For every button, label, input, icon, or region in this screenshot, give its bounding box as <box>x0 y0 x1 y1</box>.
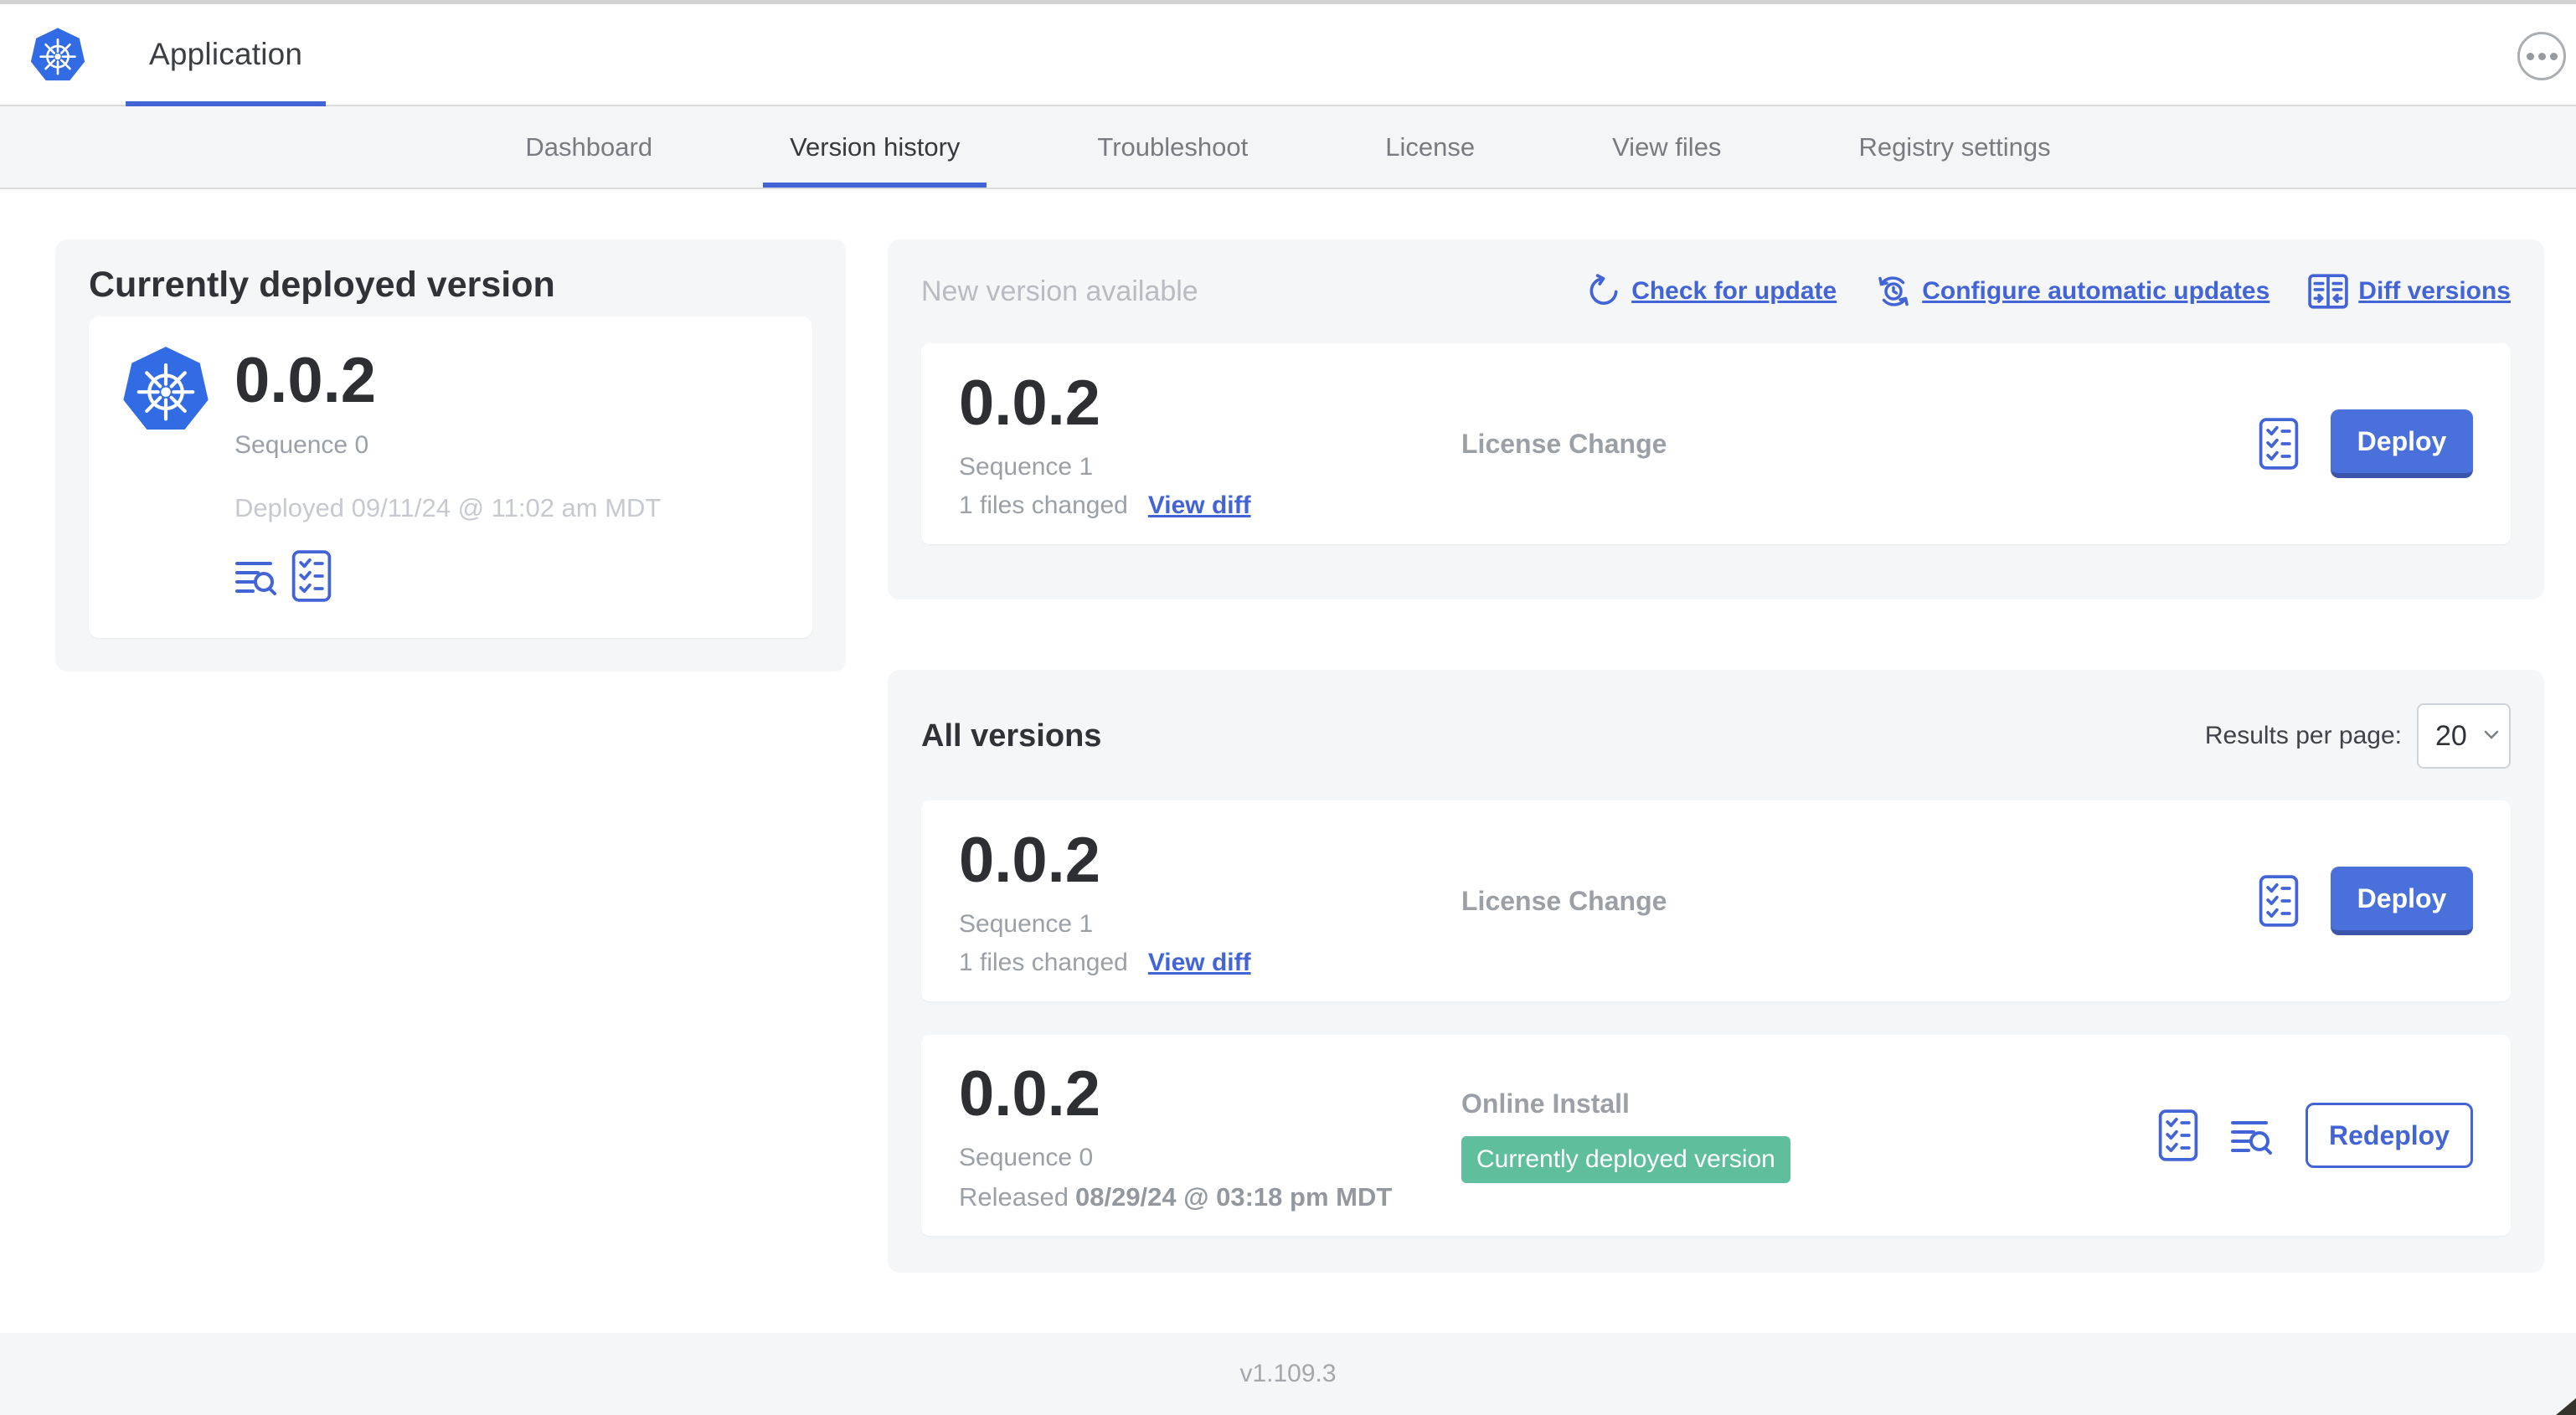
kubernetes-logo-icon <box>123 347 209 430</box>
preflight-checks-button[interactable] <box>2259 418 2299 470</box>
version-source: License Change <box>1461 428 1667 459</box>
version-source: License Change <box>1461 885 1667 916</box>
deployed-sequence: Sequence 0 <box>234 431 369 460</box>
app-tab[interactable]: Application <box>126 4 327 106</box>
currently-deployed-panel: Currently deployed version 0.0.2 Sequen <box>55 239 846 671</box>
screen-corner-artifact <box>2556 1398 2576 1415</box>
new-version-card: 0.0.2 Sequence 1 1 files changed View di… <box>921 343 2511 544</box>
logs-icon <box>235 562 276 596</box>
app-tab-active-underline <box>126 101 327 106</box>
version-sequence: Sequence 1 <box>959 452 1094 481</box>
currently-deployed-badge: Currently deployed version <box>1461 1135 1790 1183</box>
all-versions-panel: All versions Results per page: 20 <box>888 670 2544 1273</box>
currently-deployed-title: Currently deployed version <box>89 265 555 305</box>
overflow-menu-button[interactable] <box>2517 32 2566 80</box>
footer: v1.109.3 <box>0 1333 2576 1415</box>
check-for-update-link[interactable]: Check for update <box>1586 274 1837 309</box>
new-version-panel: New version available Check for update <box>888 239 2544 599</box>
preflight-checks-button[interactable] <box>291 550 332 602</box>
version-number: 0.0.2 <box>959 1058 1101 1130</box>
results-per-page-label: Results per page: <box>2204 722 2402 749</box>
version-actions: Check for update Configure automatic upd… <box>1586 273 2511 310</box>
tab-troubleshoot[interactable]: Troubleshoot <box>1097 131 1249 162</box>
version-number: 0.0.2 <box>959 368 1101 440</box>
version-row: 0.0.2 Sequence 0 Released 08/29/24 @ 03:1… <box>921 1035 2511 1236</box>
console-version: v1.109.3 <box>1239 1360 1337 1387</box>
released-timestamp: Released 08/29/24 @ 03:18 pm MDT <box>959 1181 1393 1212</box>
configure-automatic-updates-link[interactable]: Configure automatic updates <box>1875 273 2269 310</box>
app-title: Application <box>149 37 303 71</box>
files-changed-text: 1 files changed <box>959 948 1128 976</box>
currently-deployed-card: 0.0.2 Sequence 0 Deployed 09/11/24 @ 11:… <box>89 316 812 638</box>
tab-license[interactable]: License <box>1385 131 1476 162</box>
top-strip <box>0 0 2576 4</box>
clock-refresh-icon <box>1878 276 1909 306</box>
version-number: 0.0.2 <box>959 825 1101 897</box>
redeploy-button[interactable]: Redeploy <box>2306 1103 2473 1168</box>
files-changed-text: 1 files changed <box>959 491 1128 519</box>
tab-view-files[interactable]: View files <box>1612 131 1722 162</box>
deploy-button[interactable]: Deploy <box>2331 409 2473 478</box>
checklist-icon <box>2259 418 2299 470</box>
currently-deployed-details: 0.0.2 Sequence 0 Deployed 09/11/24 @ 11:… <box>234 345 661 610</box>
preflight-checks-button[interactable] <box>2158 1109 2198 1161</box>
checklist-icon <box>2259 875 2299 927</box>
diff-versions-link[interactable]: Diff versions <box>2308 274 2511 309</box>
view-logs-button[interactable] <box>2230 1116 2274 1155</box>
checklist-icon <box>2158 1109 2198 1161</box>
view-logs-button[interactable] <box>234 557 278 596</box>
diff-icon <box>2308 274 2349 309</box>
tab-dashboard[interactable]: Dashboard <box>525 131 653 162</box>
version-sequence: Sequence 0 <box>959 1143 1094 1171</box>
refresh-icon <box>1589 274 1618 305</box>
view-diff-link[interactable]: View diff <box>1147 948 1251 976</box>
ellipsis-icon <box>2526 52 2534 60</box>
version-source: Online Install <box>1461 1088 1630 1119</box>
logs-icon <box>2231 1121 2272 1155</box>
kubernetes-logo-icon <box>30 28 85 81</box>
deployed-timestamp: Deployed 09/11/24 @ 11:02 am MDT <box>234 493 662 523</box>
version-list: 0.0.2 Sequence 1 1 files changed View di… <box>921 800 2511 1236</box>
version-row: 0.0.2 Sequence 1 1 files changed View di… <box>921 800 2511 1001</box>
results-per-page-select[interactable]: 20 <box>2417 703 2511 769</box>
main-content: Currently deployed version 0.0.2 Sequen <box>0 189 2576 1333</box>
deploy-button[interactable]: Deploy <box>2331 867 2473 935</box>
preflight-checks-button[interactable] <box>2259 875 2299 927</box>
tab-registry-settings[interactable]: Registry settings <box>1858 131 2051 162</box>
app-header: Application <box>0 4 2576 106</box>
view-diff-link[interactable]: View diff <box>1147 491 1251 519</box>
tab-version-history[interactable]: Version history <box>763 106 987 188</box>
deployed-version-number: 0.0.2 <box>234 345 377 416</box>
checklist-icon <box>291 550 332 602</box>
version-sequence: Sequence 1 <box>959 909 1094 938</box>
new-version-title: New version available <box>921 275 1198 307</box>
app-nav: Dashboard Version history Troubleshoot L… <box>0 106 2576 189</box>
all-versions-title: All versions <box>921 718 1102 754</box>
